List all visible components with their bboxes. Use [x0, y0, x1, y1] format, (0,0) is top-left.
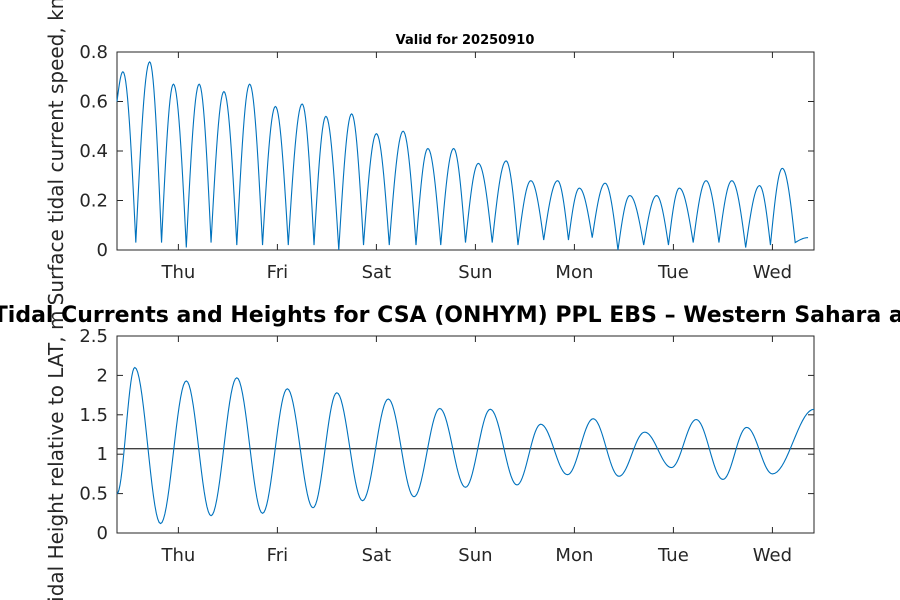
current-speed-x-ticks: Thu Fri Sat Sun Mon Tue Wed	[160, 52, 792, 283]
current-speed-y-ticks: 0 0.2 0.4 0.6 0.8	[79, 42, 814, 261]
tidal-height-y-tick-label: 1.5	[79, 405, 108, 426]
tidal-height-x-tick-label: Tue	[657, 545, 689, 566]
tidal-height-y-tick-label: 2	[97, 365, 108, 386]
tidal-height-x-tick-label: Sat	[362, 545, 392, 566]
tidal-height-panel: 0 0.5 1 1.5 2 2.5 Thu Fri Sat Sun Mon Tue Wed Tidal…	[44, 311, 815, 600]
current-speed-title: Valid for 20250910	[396, 33, 535, 48]
current-speed-panel: 0 0.2 0.4 0.6 0.8 Thu Fri Sat Sun Mon Tue Wed Vali…	[44, 0, 815, 305]
tidal-height-x-ticks: Thu Fri Sat Sun Mon Tue Wed	[160, 336, 792, 566]
tidal-height-axes-box	[116, 335, 815, 534]
tidal-height-y-tick-label: 0.5	[79, 484, 108, 505]
tidal-height-y-tick-label: 2.5	[79, 326, 108, 347]
current-speed-x-tick-label: Wed	[753, 262, 792, 283]
current-speed-y-tick-label: 0.6	[79, 92, 108, 113]
current-speed-y-tick-label: 0.4	[79, 141, 108, 162]
current-speed-y-tick-label: 0.2	[79, 191, 108, 212]
tidal-height-y-ticks: 0 0.5 1 1.5 2 2.5	[79, 326, 814, 544]
current-speed-y-tick-label: 0.8	[79, 42, 108, 63]
tidal-height-y-tick-label: 1	[97, 444, 108, 465]
tidal-height-x-tick-label: Sun	[458, 545, 492, 566]
tidal-height-series-line	[116, 366, 815, 525]
current-speed-x-tick-label: Thu	[160, 262, 195, 283]
current-speed-y-tick-label: 0	[97, 240, 108, 261]
current-speed-x-tick-label: Sat	[362, 262, 392, 283]
current-speed-x-tick-label: Fri	[267, 262, 288, 283]
current-speed-x-tick-label: Mon	[555, 262, 593, 283]
current-speed-y-axis-label: Surface tidal current speed, kn	[44, 0, 68, 305]
tidal-height-y-axis-label: Tidal Height relative to LAT, m	[44, 311, 68, 600]
figure-title: Tidal Currents and Heights for CSA (ONHY…	[0, 303, 900, 328]
current-speed-axes-box	[116, 51, 815, 251]
tidal-height-x-tick-label: Wed	[753, 545, 792, 566]
current-speed-series-line	[116, 61, 809, 251]
current-speed-x-tick-label: Sun	[458, 262, 492, 283]
current-speed-x-tick-label: Tue	[657, 262, 689, 283]
tidal-height-y-tick-label: 0	[97, 523, 108, 544]
tidal-height-x-tick-label: Thu	[160, 545, 195, 566]
tidal-height-x-tick-label: Mon	[555, 545, 593, 566]
tidal-height-x-tick-label: Fri	[267, 545, 288, 566]
